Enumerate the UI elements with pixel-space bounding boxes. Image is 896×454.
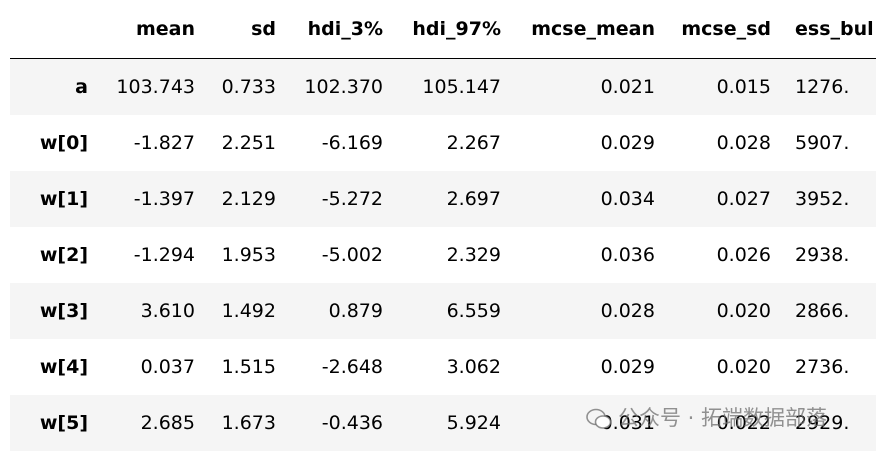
cell: -1.397 xyxy=(133,188,195,210)
header-row: mean sd hdi_3% hdi_97% mcse_mean mcse_sd ess_b… xyxy=(10,0,876,59)
column-header: sd xyxy=(251,18,276,40)
cell: 103.743 xyxy=(116,76,195,98)
row-label: w[1] xyxy=(39,188,88,210)
table-row: w[0] -1.827 2.251 -6.169 2.267 0.029 0.028 5907… xyxy=(10,115,876,171)
cell: 0.027 xyxy=(716,188,771,210)
cell: 1.673 xyxy=(221,412,276,434)
cell: 105.147 xyxy=(422,76,501,98)
cell: 2866. xyxy=(795,300,850,322)
column-header: ess_bul xyxy=(795,18,874,40)
cell: 0.028 xyxy=(716,132,771,154)
cell: -5.002 xyxy=(321,244,383,266)
cell: -1.294 xyxy=(133,244,195,266)
table-row: a 103.743 0.733 102.370 105.147 0.021 0.015 127… xyxy=(10,58,876,115)
cell: 5907. xyxy=(795,132,850,154)
summary-table: mean sd hdi_3% hdi_97% mcse_mean mcse_sd ess_b… xyxy=(10,0,876,451)
cell: -5.272 xyxy=(321,188,383,210)
cell: 2929. xyxy=(795,412,850,434)
cell: 3.062 xyxy=(446,356,501,378)
cell: 2.267 xyxy=(446,132,501,154)
row-label: w[0] xyxy=(39,132,88,154)
watermark-text: 公众号 · 拓端数据部落 xyxy=(618,406,828,430)
cell: 0.021 xyxy=(600,76,655,98)
cell: 0.029 xyxy=(600,356,655,378)
row-label: w[2] xyxy=(39,244,88,266)
cell: 0.022 xyxy=(716,412,771,434)
table-row: w[4] 0.037 1.515 -2.648 3.062 0.029 0.020 2736. xyxy=(10,339,876,395)
cell: 0.029 xyxy=(600,132,655,154)
cell: 1276. xyxy=(795,76,850,98)
cell: 0.015 xyxy=(716,76,771,98)
table-row: w[5] 2.685 1.673 -0.436 5.924 0.031 0.022 2929. xyxy=(10,395,876,451)
cell: 0.020 xyxy=(716,300,771,322)
column-header: hdi_97% xyxy=(412,18,501,40)
cell: 0.034 xyxy=(600,188,655,210)
table-row: w[1] -1.397 2.129 -5.272 2.697 0.034 0.027 3952… xyxy=(10,171,876,227)
cell: 102.370 xyxy=(304,76,383,98)
cell: 0.026 xyxy=(716,244,771,266)
column-header: mcse_sd xyxy=(681,18,771,40)
watermark: 公众号 · 拓端数据部落 xyxy=(586,402,827,432)
table-container: mean sd hdi_3% hdi_97% mcse_mean mcse_sd ess_b… xyxy=(10,0,876,454)
column-header: mean xyxy=(135,18,195,40)
row-label: a xyxy=(75,76,88,98)
cell: 1.492 xyxy=(221,300,276,322)
row-label: w[4] xyxy=(39,356,88,378)
cell: 0.037 xyxy=(140,356,195,378)
cell: 6.559 xyxy=(446,300,501,322)
cell: 0.733 xyxy=(221,76,276,98)
cell: 5.924 xyxy=(446,412,501,434)
table-body: a 103.743 0.733 102.370 105.147 0.021 0.015 127… xyxy=(10,58,876,451)
cell: 0.028 xyxy=(600,300,655,322)
cell: 2.129 xyxy=(221,188,276,210)
row-label: w[5] xyxy=(39,412,88,434)
table-row: w[3] 3.610 1.492 0.879 6.559 0.028 0.020 2866. xyxy=(10,283,876,339)
table-row: w[2] -1.294 1.953 -5.002 2.329 0.036 0.026 2938… xyxy=(10,227,876,283)
cell: 0.879 xyxy=(328,300,383,322)
cell: -6.169 xyxy=(321,132,383,154)
watermark-icon xyxy=(586,408,612,429)
cell: 0.036 xyxy=(600,244,655,266)
cell: 2.685 xyxy=(140,412,195,434)
cell: -1.827 xyxy=(133,132,195,154)
cell: 2.251 xyxy=(221,132,276,154)
cell: -2.648 xyxy=(321,356,383,378)
column-header: mcse_mean xyxy=(531,18,655,40)
column-header: hdi_3% xyxy=(307,18,383,40)
table-head: mean sd hdi_3% hdi_97% mcse_mean mcse_sd ess_b… xyxy=(10,0,876,59)
cell: 1.953 xyxy=(221,244,276,266)
cell: 3952. xyxy=(795,188,850,210)
cell: 0.031 xyxy=(600,412,655,434)
cell: 2.697 xyxy=(446,188,501,210)
cell: 2.329 xyxy=(446,244,501,266)
cell: 1.515 xyxy=(221,356,276,378)
cell: 2736. xyxy=(795,356,850,378)
column-header xyxy=(10,0,98,59)
cell: 2938. xyxy=(795,244,850,266)
cell: -0.436 xyxy=(321,412,383,434)
row-label: w[3] xyxy=(39,300,88,322)
cell: 0.020 xyxy=(716,356,771,378)
cell: 3.610 xyxy=(140,300,195,322)
